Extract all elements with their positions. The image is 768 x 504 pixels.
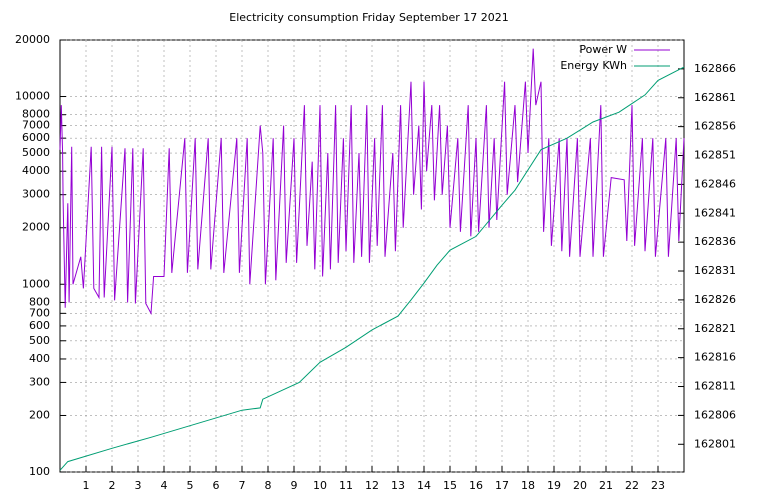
x-tick-label: 18: [521, 479, 535, 492]
x-tick-label: 8: [265, 479, 272, 492]
x-tick-label: 6: [213, 479, 220, 492]
x-tick-label: 5: [187, 479, 194, 492]
y-tick-label: 8000: [22, 108, 50, 121]
y-tick-label: 6000: [22, 131, 50, 144]
chart-title: Electricity consumption Friday September…: [229, 11, 508, 24]
y2-tick-label: 162801: [694, 437, 736, 450]
y-tick-label: 100: [29, 465, 50, 478]
y2-tick-label: 162821: [694, 322, 736, 335]
y2-tick-label: 162836: [694, 235, 736, 248]
x-tick-label: 1: [83, 479, 90, 492]
y2-tick-label: 162826: [694, 293, 736, 306]
y-tick-label: 7000: [22, 119, 50, 132]
x-tick-label: 19: [547, 479, 561, 492]
y2-tick-label: 162851: [694, 149, 736, 162]
y2-tick-label: 162806: [694, 408, 736, 421]
x-tick-label: 20: [573, 479, 587, 492]
x-tick-label: 15: [443, 479, 457, 492]
y2-tick-label: 162841: [694, 206, 736, 219]
y-tick-label: 800: [29, 295, 50, 308]
x-tick-label: 10: [313, 479, 327, 492]
y2-tick-label: 162856: [694, 120, 736, 133]
y-tick-label: 5000: [22, 146, 50, 159]
y2-tick-label: 162831: [694, 264, 736, 277]
y2-tick-label: 162866: [694, 62, 736, 75]
y-tick-label: 2000: [22, 221, 50, 234]
x-tick-label: 16: [469, 479, 483, 492]
y2-tick-label: 162816: [694, 351, 736, 364]
y-tick-label: 10000: [15, 90, 50, 103]
x-tick-label: 14: [417, 479, 431, 492]
y-tick-label: 1000: [22, 277, 50, 290]
x-tick-label: 12: [365, 479, 379, 492]
legend-label: Energy KWh: [560, 59, 627, 72]
x-tick-label: 9: [291, 479, 298, 492]
x-tick-label: 11: [339, 479, 353, 492]
x-tick-label: 13: [391, 479, 405, 492]
y-tick-label: 600: [29, 319, 50, 332]
y-tick-label: 4000: [22, 164, 50, 177]
y-tick-label: 3000: [22, 188, 50, 201]
x-tick-label: 4: [161, 479, 168, 492]
x-tick-label: 3: [135, 479, 142, 492]
y-tick-label: 500: [29, 334, 50, 347]
y2-tick-label: 162811: [694, 380, 736, 393]
y-tick-label: 20000: [15, 33, 50, 46]
series-line: [59, 66, 685, 471]
x-tick-label: 7: [239, 479, 246, 492]
legend-label: Power W: [579, 43, 627, 56]
y-tick-label: 300: [29, 375, 50, 388]
series-line: [59, 48, 685, 316]
y-tick-label: 400: [29, 352, 50, 365]
x-tick-label: 21: [599, 479, 613, 492]
x-tick-label: 23: [651, 479, 665, 492]
y2-tick-label: 162846: [694, 177, 736, 190]
y-tick-label: 200: [29, 408, 50, 421]
y-tick-label: 700: [29, 306, 50, 319]
x-tick-label: 17: [495, 479, 509, 492]
y2-tick-label: 162861: [694, 91, 736, 104]
x-tick-label: 2: [109, 479, 116, 492]
x-tick-label: 22: [625, 479, 639, 492]
